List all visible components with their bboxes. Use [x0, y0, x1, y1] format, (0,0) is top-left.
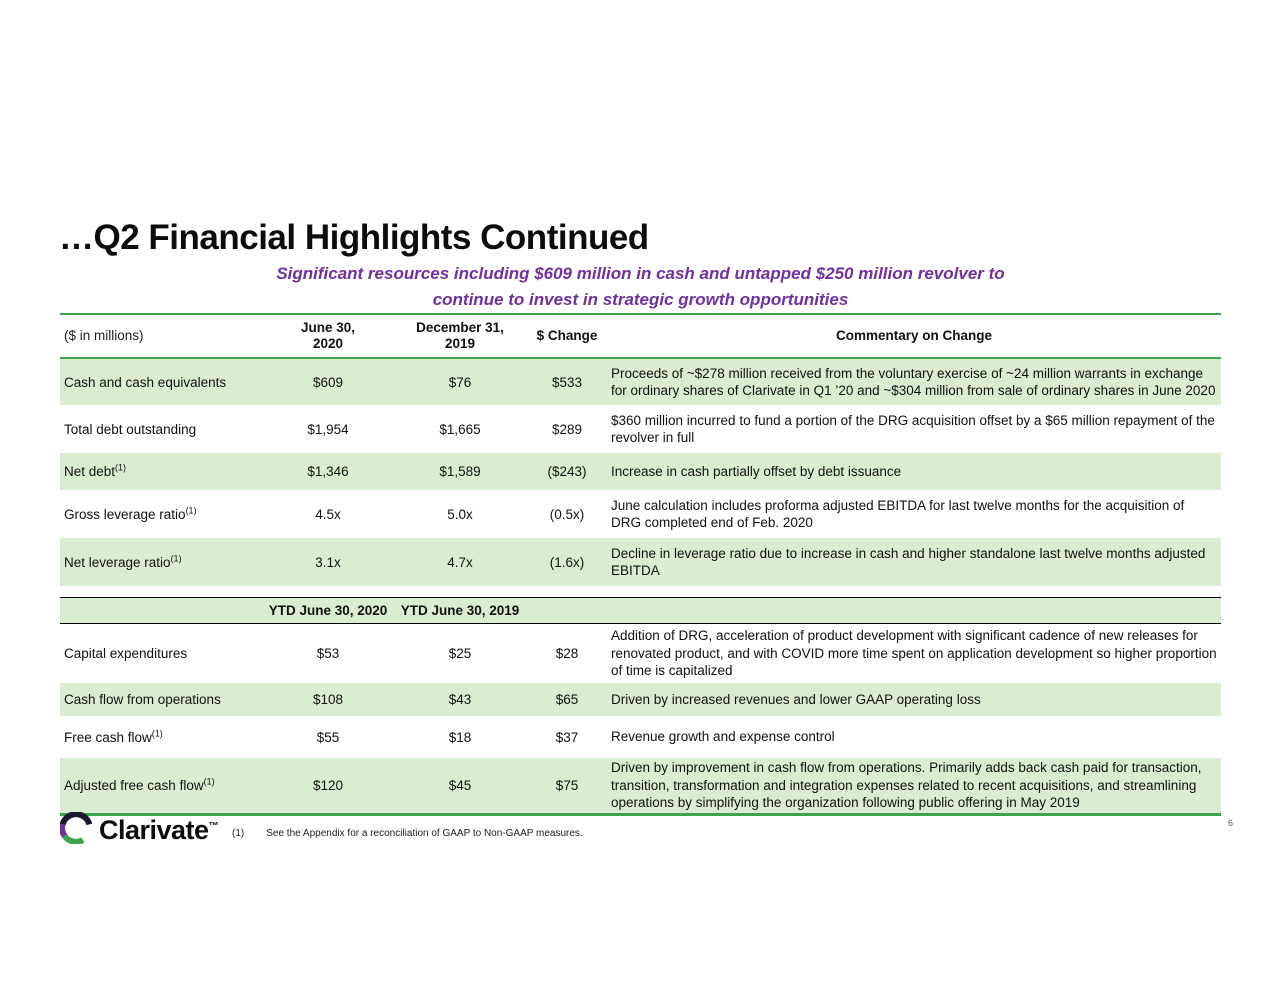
table-row-cash: Cash and cash equivalents $609 $76 $533 … — [60, 359, 1221, 405]
value-2019: $45 — [448, 778, 472, 793]
row-label: Gross leverage ratio — [64, 506, 186, 522]
value-2020: $120 — [312, 778, 344, 793]
footnote-marker: (1) — [232, 828, 245, 839]
row-label: Capital expenditures — [64, 646, 188, 661]
table2-header-row: YTD June 30, 2020 YTD June 30, 2019 — [60, 597, 1221, 624]
footnote-ref: (1) — [185, 505, 197, 515]
page-title: …Q2 Financial Highlights Continued — [59, 218, 649, 257]
table-row-cfo: Cash flow from operations $108 $43 $65 D… — [60, 683, 1221, 716]
table1-header-row: ($ in millions) June 30, 2020 December 3… — [60, 313, 1221, 359]
logo-wordmark: Clarivate — [99, 815, 209, 845]
value-2019: $1,665 — [439, 421, 481, 437]
col-header-ytd-2019: YTD June 30, 2019 — [400, 603, 520, 618]
row-label: Cash and cash equivalents — [64, 374, 227, 390]
value-change: $75 — [555, 778, 579, 793]
table-row-gross-leverage: Gross leverage ratio(1) 4.5x 5.0x (0.5x)… — [60, 490, 1221, 538]
row-label: Net leverage ratio — [64, 554, 171, 570]
col-header-commentary: Commentary on Change — [835, 328, 993, 343]
commentary: Proceeds of ~$278 million received from … — [611, 365, 1216, 399]
subtitle-line-2: continue to invest in strategic growth o… — [432, 290, 849, 309]
page-number: 6 — [1228, 818, 1234, 828]
row-label: Adjusted free cash flow — [64, 778, 204, 793]
commentary: Revenue growth and expense control — [611, 729, 835, 745]
clarivate-logo: Clarivate™ — [59, 811, 219, 849]
value-change: (0.5x) — [549, 506, 585, 522]
value-2020: $1,954 — [307, 421, 349, 437]
col-header-change: $ Change — [536, 328, 598, 343]
value-2019: $18 — [448, 729, 472, 745]
subtitle-line-1: Significant resources including $609 mil… — [276, 264, 1005, 283]
value-2020: 4.5x — [315, 506, 341, 522]
footnote-ref: (1) — [170, 553, 182, 563]
footnote-ref: (1) — [203, 776, 215, 787]
table-row-net-debt: Net debt(1) $1,346 $1,589 ($243) Increas… — [60, 453, 1221, 490]
commentary: Decline in leverage ratio due to increas… — [611, 545, 1206, 579]
value-2020: 3.1x — [315, 554, 341, 570]
col-header-ytd-2020: YTD June 30, 2020 — [268, 603, 388, 618]
commentary: Driven by improvement in cash flow from … — [611, 760, 1202, 811]
table-row-adj-fcf: Adjusted free cash flow(1) $120 $45 $75 … — [60, 758, 1221, 813]
unit-label: ($ in millions) — [64, 328, 144, 343]
table-row-fcf: Free cash flow(1) $55 $18 $37 Revenue gr… — [60, 716, 1221, 758]
commentary: Increase in cash partially offset by deb… — [611, 463, 902, 479]
subtitle: Significant resources including $609 mil… — [60, 261, 1221, 313]
row-label: Total debt outstanding — [64, 421, 197, 437]
value-2019: 5.0x — [447, 506, 473, 522]
value-2020: $1,346 — [307, 464, 349, 479]
value-2020: $609 — [312, 374, 344, 390]
value-change: $37 — [555, 729, 579, 745]
value-2019: 4.7x — [447, 554, 473, 570]
trademark-symbol: ™ — [208, 821, 219, 832]
balance-sheet-table: ($ in millions) June 30, 2020 December 3… — [60, 313, 1221, 586]
value-change: $65 — [555, 692, 579, 707]
row-label: Free cash flow — [64, 729, 152, 745]
value-2020: $53 — [316, 646, 340, 661]
value-2020: $55 — [316, 729, 340, 745]
value-2019: $1,589 — [439, 464, 481, 479]
value-2020: $108 — [312, 692, 344, 707]
table-row-capex: Capital expenditures $53 $25 $28 Additio… — [60, 624, 1221, 683]
clarivate-logo-icon — [59, 811, 93, 849]
footnote: (1) See the Appendix for a reconciliation… — [232, 828, 583, 839]
value-change: ($243) — [547, 464, 587, 479]
value-change: $289 — [551, 421, 583, 437]
col-header-jun-2020: June 30, 2020 — [300, 320, 356, 351]
commentary: $360 million incurred to fund a portion … — [611, 412, 1215, 446]
value-change: $533 — [551, 374, 583, 390]
value-2019: $43 — [448, 692, 472, 707]
table-row-net-leverage: Net leverage ratio(1) 3.1x 4.7x (1.6x) D… — [60, 538, 1221, 586]
commentary: June calculation includes proforma adjus… — [611, 497, 1185, 531]
footnote-ref: (1) — [115, 462, 127, 473]
value-2019: $76 — [448, 374, 472, 390]
col-header-dec-2019: December 31, 2019 — [416, 320, 504, 351]
value-2019: $25 — [448, 646, 472, 661]
cash-flow-table: YTD June 30, 2020 YTD June 30, 2019 Capi… — [60, 597, 1221, 816]
table-row-total-debt: Total debt outstanding $1,954 $1,665 $28… — [60, 405, 1221, 453]
row-label: Net debt — [64, 464, 116, 479]
value-change: $28 — [555, 646, 579, 661]
footnote-text: See the Appendix for a reconciliation of… — [266, 828, 583, 839]
commentary: Addition of DRG, acceleration of product… — [611, 628, 1217, 679]
commentary: Driven by increased revenues and lower G… — [611, 691, 981, 707]
footnote-ref: (1) — [151, 728, 163, 738]
row-label: Cash flow from operations — [64, 692, 221, 707]
value-change: (1.6x) — [549, 554, 585, 570]
